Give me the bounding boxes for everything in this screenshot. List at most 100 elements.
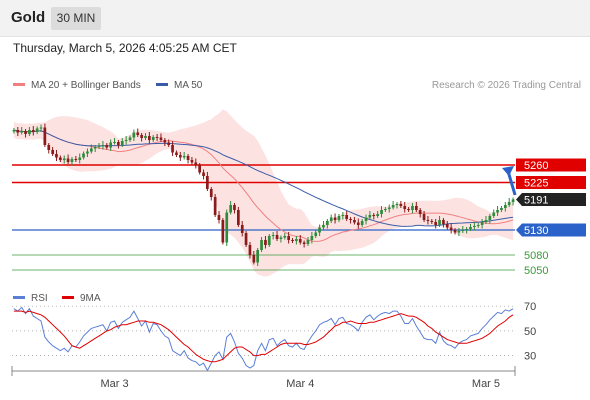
- candle-body: [256, 250, 259, 263]
- level-box-5130: [516, 223, 586, 237]
- timeframe-badge[interactable]: 30 MIN: [51, 7, 101, 30]
- candle-body: [132, 132, 136, 138]
- candle-body: [221, 220, 225, 243]
- candle-body: [438, 220, 441, 225]
- candle-body: [395, 204, 399, 205]
- candle-body: [229, 205, 232, 213]
- candle-body: [492, 212, 496, 216]
- candle-body: [434, 222, 437, 225]
- candle-body: [237, 210, 240, 225]
- candle-body: [140, 135, 143, 138]
- candle-body: [109, 142, 112, 148]
- candle-body: [329, 217, 333, 221]
- candle-body: [43, 127, 47, 145]
- candle-body: [252, 255, 256, 263]
- candle-body: [271, 235, 275, 236]
- x-tick-label: Mar 4: [286, 378, 314, 390]
- candle-body: [376, 214, 379, 216]
- candle-body: [415, 206, 418, 210]
- candle-body: [461, 230, 465, 231]
- candle-body: [380, 210, 383, 214]
- chart-header: Gold 30 MIN: [0, 0, 590, 37]
- rsi-tick-70: 70: [524, 301, 536, 313]
- candle-body: [500, 208, 503, 210]
- legend-9ma-label: 9MA: [80, 293, 101, 304]
- candle-body: [353, 220, 356, 223]
- candle-body: [399, 204, 403, 206]
- level-label-5225: 5225: [524, 178, 548, 190]
- candle-body: [240, 225, 244, 233]
- candle-body: [360, 221, 364, 225]
- candle-body: [78, 157, 82, 160]
- rsi-swatch: [13, 295, 25, 299]
- candle-body: [337, 216, 341, 220]
- candle-body: [507, 202, 511, 205]
- candle-body: [449, 227, 453, 230]
- candle-body: [488, 216, 492, 220]
- candle-body: [244, 233, 248, 245]
- candle-body: [20, 131, 23, 133]
- candle-body: [318, 227, 321, 233]
- ma20-swatch: [13, 82, 25, 86]
- level-label-5191: 5191: [524, 195, 548, 207]
- rsi-tick-50: 50: [524, 326, 536, 338]
- candle-body: [155, 137, 159, 138]
- candle-body: [511, 199, 515, 202]
- legend-ma20-label: MA 20 + Bollinger Bands: [31, 80, 141, 91]
- candle-body: [206, 176, 209, 189]
- legend-rsi: RSI: [13, 293, 48, 304]
- legend-9ma: 9MA: [62, 293, 101, 304]
- candle-body: [186, 156, 190, 160]
- candle-body: [248, 245, 252, 255]
- rsi-tick-30: 30: [524, 351, 536, 363]
- candle-body: [295, 239, 298, 241]
- candle-body: [93, 147, 97, 149]
- candle-body: [182, 156, 186, 158]
- candle-body: [24, 131, 27, 134]
- candle-body: [86, 151, 89, 154]
- candle-body: [391, 205, 395, 208]
- candle-body: [302, 242, 306, 244]
- candle-body: [306, 240, 310, 244]
- candle-body: [151, 137, 155, 140]
- candle-body: [298, 239, 302, 243]
- ma50-line: [13, 129, 514, 227]
- candle-body: [171, 145, 174, 153]
- candle-body: [144, 136, 147, 138]
- candle-body: [473, 226, 476, 227]
- level-box-5225: [516, 176, 586, 189]
- candle-body: [457, 231, 461, 233]
- candle-body: [209, 189, 213, 197]
- candle-body: [217, 215, 221, 220]
- candle-body: [55, 154, 58, 158]
- legend-ma50-label: MA 50: [174, 80, 203, 91]
- candle-body: [430, 221, 434, 222]
- candle-body: [333, 217, 337, 220]
- candle-body: [70, 159, 74, 162]
- candle-body: [194, 162, 198, 165]
- candle-body: [345, 215, 348, 219]
- candle-body: [326, 221, 329, 225]
- candle-body: [476, 225, 480, 226]
- candle-body: [287, 236, 290, 240]
- candle-body: [213, 197, 217, 215]
- candle-body: [275, 235, 279, 239]
- candle-body: [368, 215, 372, 218]
- candle-body: [16, 130, 20, 133]
- candle-body: [260, 240, 263, 250]
- candle-body: [496, 210, 499, 213]
- candle-body: [442, 220, 445, 224]
- candle-body: [314, 232, 318, 236]
- candle-body: [504, 205, 507, 208]
- candle-body: [66, 158, 70, 162]
- candle-body: [341, 215, 345, 216]
- level-label-5050: 5050: [524, 265, 548, 277]
- level-box-5260: [516, 158, 586, 172]
- candle-body: [31, 130, 35, 132]
- x-tick-label: Mar 5: [472, 378, 500, 390]
- legend-ma50: MA 50: [156, 80, 202, 91]
- candle-body: [136, 132, 140, 135]
- candle-body: [310, 236, 314, 240]
- level-label-5260: 5260: [524, 160, 548, 172]
